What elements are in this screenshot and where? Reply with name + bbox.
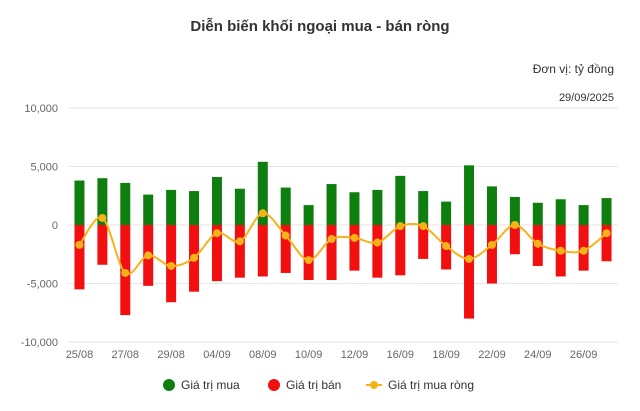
net-point [350,233,359,242]
y-tick-label: 0 [52,220,58,232]
buy-bar [349,192,360,225]
sell-bar [395,225,406,276]
sell-bar [234,225,245,278]
y-tick-label: 10,000 [24,103,58,115]
buy-bar [143,194,154,225]
buy-bar [257,161,268,225]
net-point [442,242,451,251]
y-tick-label: 5,000 [30,162,58,174]
x-tick-label: 04/09 [203,349,231,361]
legend-label: Giá trị mua ròng [388,378,474,392]
net-point [258,209,267,218]
x-tick-label: 12/09 [341,349,369,361]
buy-bar [166,189,177,225]
sell-bar [418,225,429,259]
net-line-series [75,209,611,277]
buy-bar [509,196,520,225]
sell-bar [326,225,337,280]
buy-bar [395,175,406,225]
net-point [98,213,107,222]
sell-bar [257,225,268,277]
net-point [190,253,199,262]
sell-bar [509,225,520,255]
buy-bar [303,205,314,225]
sell-bar [601,225,612,262]
chart-title: Diễn biến khối ngoại mua - bán ròng [190,18,450,35]
net-point [602,229,611,238]
x-tick-label: 18/09 [432,349,460,361]
buy-bar [372,189,383,225]
net-point [579,246,588,255]
legend-marker [370,381,378,389]
x-tick-label: 22/09 [478,349,506,361]
net-point [373,238,382,247]
buy-bar [280,187,291,225]
buy-bar [326,184,337,225]
sell-bar [486,225,497,284]
buy-bar [211,177,222,225]
buy-bar [234,188,245,225]
legend-marker [268,379,280,391]
net-point [487,240,496,249]
x-tick-label: 29/08 [157,349,185,361]
net-point [167,261,176,270]
y-tick-label: -10,000 [21,337,58,349]
net-point [396,222,405,231]
net-point [419,222,428,231]
legend-label: Giá trị mua [181,378,240,392]
buy-bar [418,191,429,225]
buy-bar [578,205,589,225]
buy-bar [189,191,200,225]
y-tick-label: -5,000 [27,279,58,291]
net-point [533,239,542,248]
buy-bar [120,182,131,225]
sell-bar [280,225,291,273]
net-point [75,240,84,249]
x-axis-ticks: 25/08 27/08 29/08 04/09 08/09 10/09 12/09 16/09… [66,349,598,361]
net-point [304,256,313,265]
net-point [510,221,519,229]
legend-label: Giá trị bán [286,378,341,392]
net-point [121,268,130,277]
buy-bar [464,165,475,225]
buy-bars [74,161,612,225]
buy-bar [441,201,452,225]
legend-marker [163,379,175,391]
buy-bar [601,198,612,225]
sell-bar [372,225,383,278]
x-tick-label: 26/09 [570,349,598,361]
buy-bar [486,186,497,225]
net-point [556,246,565,255]
sell-bar [349,225,360,271]
buy-bar [74,180,85,225]
sell-bar [97,225,108,265]
net-point [327,235,336,244]
sell-bar [464,225,475,319]
x-tick-label: 10/09 [295,349,323,361]
buy-bar [532,202,543,225]
x-tick-label: 08/09 [249,349,277,361]
x-tick-label: 25/08 [66,349,94,361]
date-label: 29/09/2025 [558,92,614,104]
net-point [212,229,221,238]
buy-bar [555,199,566,225]
net-point [235,237,244,246]
sell-bar [74,225,85,290]
x-tick-label: 27/08 [112,349,140,361]
legend: Giá trị mua Giá trị bán Giá trị mua ròng [163,378,474,392]
sell-bar [303,225,314,280]
unit-label: Đơn vị: tỷ đồng [532,62,614,76]
sell-bar [211,225,222,282]
buy-bar [97,178,108,225]
x-tick-label: 24/09 [524,349,552,361]
net-line [78,212,608,276]
y-axis-ticks: 10,000 5,000 0 -5,000 -10,000 [21,103,58,349]
net-point [281,231,290,240]
grid-lines [68,107,618,343]
net-point [144,251,153,260]
net-point [465,254,474,263]
x-tick-label: 16/09 [387,349,415,361]
